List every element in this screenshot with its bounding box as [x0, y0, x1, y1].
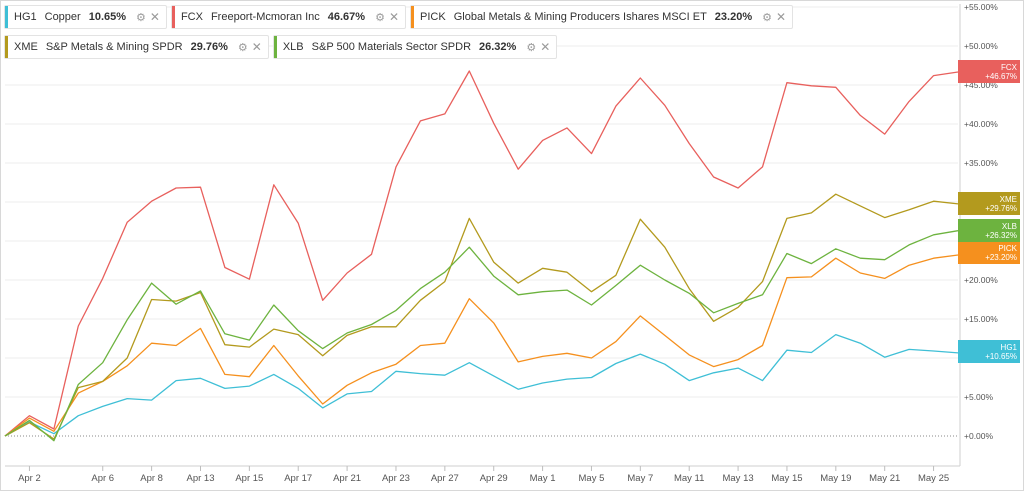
x-tick-label: May 7: [627, 473, 653, 484]
end-tag-fcx: FCX+46.67%: [958, 60, 1020, 83]
end-tag-value: +46.67%: [985, 72, 1017, 81]
x-tick-label: Apr 21: [333, 473, 361, 484]
legend-name: S&P 500 Materials Sector SPDR: [311, 41, 472, 53]
legend-ticker: XME: [14, 41, 38, 53]
legend-swatch: [5, 6, 8, 28]
series-line-pick[interactable]: [4, 254, 959, 437]
end-tag-ticker: XLB: [1002, 222, 1017, 231]
x-tick-label: Apr 15: [235, 473, 263, 484]
legend-row-2: XME S&P Metals & Mining SPDR 29.76% ⚙ ✕ …: [4, 35, 558, 59]
y-tick-label: +45.00%: [964, 80, 998, 90]
y-tick-label: +40.00%: [964, 119, 998, 129]
y-tick-label: +5.00%: [964, 392, 994, 402]
x-tick-label: May 25: [918, 473, 949, 484]
gridlines: [5, 6, 958, 437]
end-tag-value: +10.65%: [985, 352, 1017, 361]
gear-icon[interactable]: ⚙: [762, 11, 772, 24]
close-icon[interactable]: ✕: [540, 40, 551, 54]
x-tick-label: May 15: [771, 473, 802, 484]
x-tick-label: Apr 2: [18, 473, 41, 484]
x-tick-label: Apr 29: [480, 473, 508, 484]
legend-ticker: FCX: [180, 11, 203, 23]
x-tick-label: May 11: [674, 473, 704, 484]
x-tick-label: Apr 17: [284, 473, 312, 484]
end-tag-value: +26.32%: [985, 231, 1017, 240]
end-tag-xlb: XLB+26.32%: [958, 219, 1020, 242]
gear-icon[interactable]: ⚙: [375, 11, 385, 24]
legend-name: Freeport-Mcmoran Inc: [210, 11, 320, 23]
close-icon[interactable]: ✕: [251, 40, 262, 54]
series-line-xme[interactable]: [4, 193, 959, 440]
end-tag-xme: XME+29.76%: [958, 192, 1020, 215]
x-tick-label: Apr 6: [91, 473, 114, 484]
y-tick-label: +55.00%: [964, 2, 998, 12]
x-tick-label: Apr 23: [382, 473, 410, 484]
close-icon[interactable]: ✕: [775, 10, 787, 24]
y-tick-label: +35.00%: [964, 158, 998, 168]
legend-name: S&P Metals & Mining SPDR: [45, 41, 183, 53]
legend-pct: 29.76%: [190, 41, 228, 53]
x-tick-label: May 19: [820, 473, 851, 484]
series-end-tags: HG1+10.65% FCX+46.67% PICK+23.20% XME+29.76…: [958, 60, 1020, 363]
x-tick-label: May 13: [722, 473, 753, 484]
end-tag-background: [958, 241, 1020, 264]
x-tick-label: May 5: [579, 473, 605, 484]
series-line-hg1[interactable]: [4, 333, 959, 437]
legend-swatch: [411, 6, 415, 28]
legend-item-fcx[interactable]: FCX Freeport-Mcmoran Inc 46.67% ⚙ ✕: [170, 5, 407, 29]
legend-name: Copper: [44, 11, 81, 23]
gear-icon[interactable]: ⚙: [237, 41, 248, 54]
end-tag-ticker: XME: [1000, 195, 1017, 204]
legend-pct: 26.32%: [479, 41, 517, 53]
legend-ticker: XLB: [282, 41, 304, 53]
series-line-fcx[interactable]: [4, 70, 959, 437]
end-tag-value: +29.76%: [985, 204, 1017, 213]
end-tag-pick: PICK+23.20%: [958, 241, 1020, 264]
legend-pct: 23.20%: [714, 11, 753, 23]
series-lines: [4, 70, 959, 442]
end-tag-hg1: HG1+10.65%: [958, 340, 1020, 363]
x-tick-label: May 21: [869, 473, 900, 484]
end-tag-value: +23.20%: [985, 253, 1017, 262]
end-tag-background: [958, 192, 1020, 215]
y-tick-label: +20.00%: [964, 275, 998, 285]
legend-ticker: HG1: [14, 11, 37, 23]
y-tick-label: +0.00%: [964, 431, 994, 441]
legend-name: Global Metals & Mining Producers Ishares…: [453, 11, 707, 23]
x-tick-label: Apr 8: [140, 473, 163, 484]
gear-icon[interactable]: ⚙: [526, 41, 537, 54]
end-tag-background: [958, 219, 1020, 242]
x-axis: Apr 2 Apr 6 Apr 8 Apr 13 Apr 15 Apr 17 Apr 21 A…: [5, 465, 960, 484]
legend-item-pick[interactable]: PICK Global Metals & Mining Producers Is…: [410, 5, 794, 29]
close-icon[interactable]: ✕: [149, 10, 160, 24]
series-line-xlb[interactable]: [4, 230, 959, 442]
legend-item-xme[interactable]: XME S&P Metals & Mining SPDR 29.76% ⚙ ✕: [4, 35, 269, 59]
x-tick-label: Apr 27: [431, 473, 459, 484]
y-tick-label: +50.00%: [964, 41, 998, 51]
gear-icon[interactable]: ⚙: [136, 11, 146, 24]
end-tag-ticker: PICK: [998, 244, 1017, 253]
legend-pct: 46.67%: [327, 11, 366, 23]
x-tick-label: Apr 13: [186, 473, 214, 484]
legend-swatch: [171, 6, 175, 28]
legend-ticker: PICK: [420, 11, 446, 23]
legend-row-1: HG1 Copper 10.65% ⚙ ✕ FCX Freeport-Mcmor…: [4, 5, 794, 29]
legend-swatch: [273, 36, 277, 58]
x-tick-label: May 1: [530, 473, 556, 484]
legend-pct: 10.65%: [88, 11, 127, 23]
close-icon[interactable]: ✕: [388, 10, 400, 24]
end-tag-ticker: HG1: [1001, 343, 1018, 352]
y-tick-label: +15.00%: [964, 314, 998, 324]
legend-swatch: [5, 36, 8, 58]
end-tag-background: [958, 340, 1020, 363]
legend-item-xlb[interactable]: XLB S&P 500 Materials Sector SPDR 26.32%…: [272, 35, 558, 59]
end-tag-background: [958, 60, 1020, 83]
end-tag-ticker: FCX: [1001, 63, 1018, 72]
legend-item-hg1[interactable]: HG1 Copper 10.65% ⚙ ✕: [4, 5, 167, 29]
